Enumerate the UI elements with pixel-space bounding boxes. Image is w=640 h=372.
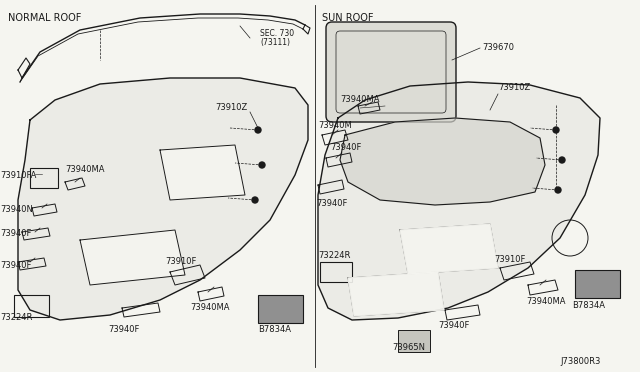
Bar xyxy=(575,270,620,298)
Circle shape xyxy=(559,157,565,163)
Text: B7834A: B7834A xyxy=(572,301,605,311)
Text: B7834A: B7834A xyxy=(258,326,291,334)
Text: 73910F: 73910F xyxy=(165,257,196,266)
Text: 73224R: 73224R xyxy=(318,251,350,260)
Text: 73910F: 73910F xyxy=(494,256,525,264)
Text: 73940MA: 73940MA xyxy=(526,298,566,307)
Circle shape xyxy=(255,127,261,133)
Text: 73910Z: 73910Z xyxy=(498,83,531,93)
Polygon shape xyxy=(318,82,600,320)
Text: 73940F: 73940F xyxy=(0,262,31,270)
FancyBboxPatch shape xyxy=(326,22,456,122)
Text: 73910FA: 73910FA xyxy=(0,171,36,180)
Text: 73940N: 73940N xyxy=(0,205,33,215)
Text: 73940MA: 73940MA xyxy=(340,96,380,105)
Circle shape xyxy=(259,162,265,168)
Text: 73965N: 73965N xyxy=(392,343,425,353)
Polygon shape xyxy=(340,118,545,205)
Text: 73940F: 73940F xyxy=(316,199,348,208)
Polygon shape xyxy=(348,272,444,316)
Text: 73940M: 73940M xyxy=(318,122,352,131)
Text: 73940F: 73940F xyxy=(108,326,140,334)
Text: 73224R: 73224R xyxy=(0,314,33,323)
Text: 73940MA: 73940MA xyxy=(190,304,230,312)
Text: SUN ROOF: SUN ROOF xyxy=(322,13,374,23)
Circle shape xyxy=(553,127,559,133)
Circle shape xyxy=(555,187,561,193)
Text: 73940F: 73940F xyxy=(438,321,469,330)
Bar xyxy=(14,295,49,317)
Text: (73111): (73111) xyxy=(260,38,290,46)
Bar xyxy=(398,330,430,352)
Polygon shape xyxy=(400,224,498,274)
Polygon shape xyxy=(160,145,245,200)
Text: 73940MA: 73940MA xyxy=(65,166,104,174)
Polygon shape xyxy=(18,78,308,320)
Text: J73800R3: J73800R3 xyxy=(560,357,600,366)
Text: 73940F: 73940F xyxy=(330,144,362,153)
Circle shape xyxy=(252,197,258,203)
Text: SEC. 730: SEC. 730 xyxy=(260,29,294,38)
Text: 739670: 739670 xyxy=(482,44,514,52)
Bar xyxy=(320,262,352,282)
Bar xyxy=(30,168,58,188)
Text: 73940F: 73940F xyxy=(0,230,31,238)
Text: 73910Z: 73910Z xyxy=(215,103,247,112)
Bar xyxy=(258,295,303,323)
Polygon shape xyxy=(80,230,185,285)
Text: NORMAL ROOF: NORMAL ROOF xyxy=(8,13,81,23)
